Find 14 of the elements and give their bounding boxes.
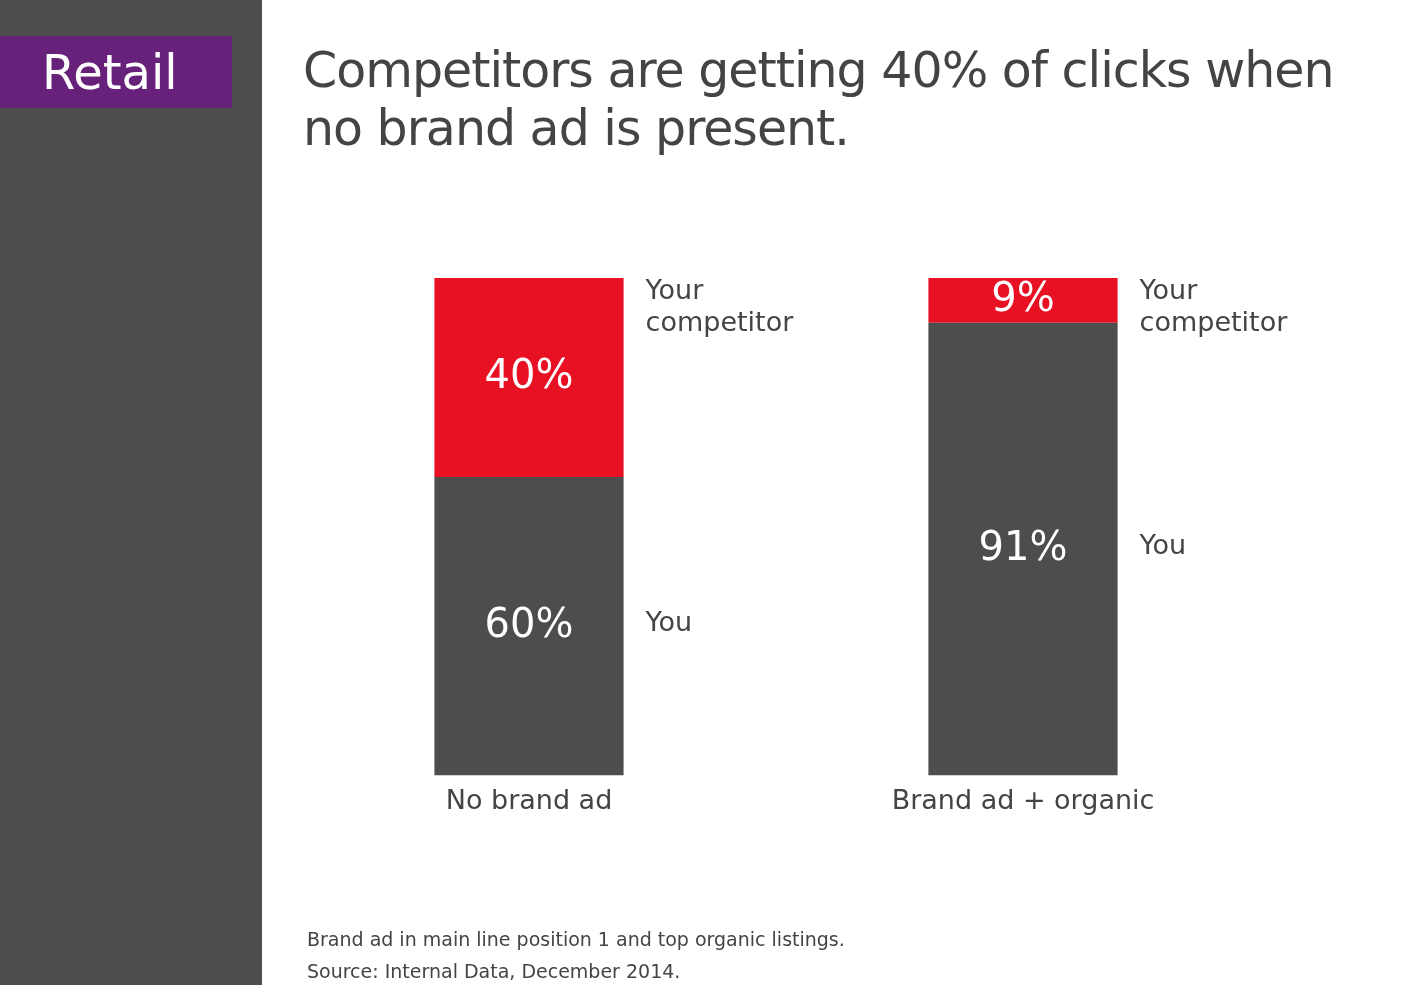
series-label: Your competitor: [644, 273, 795, 337]
data-label: 91%: [978, 522, 1068, 569]
text: Retail: [0, 36, 232, 108]
data-label: 9%: [991, 273, 1055, 320]
text: Your competitor: [1139, 273, 1288, 337]
chart-title: Competitors are getting 40% of clicks when no brand ad is present.: [303, 42, 1335, 158]
x-tick-label: No brand ad: [445, 783, 613, 815]
text: Brand ad in main line position 1 and top organic listings.: [307, 928, 845, 950]
data-label: 40%: [484, 350, 574, 397]
text: You: [1139, 528, 1187, 560]
source-note: Source: Internal Data, December 2014.: [307, 960, 681, 982]
series-label: You: [644, 605, 693, 637]
x-tick-label: Brand ad + organic: [891, 783, 1155, 815]
data-label: 60%: [484, 599, 574, 646]
